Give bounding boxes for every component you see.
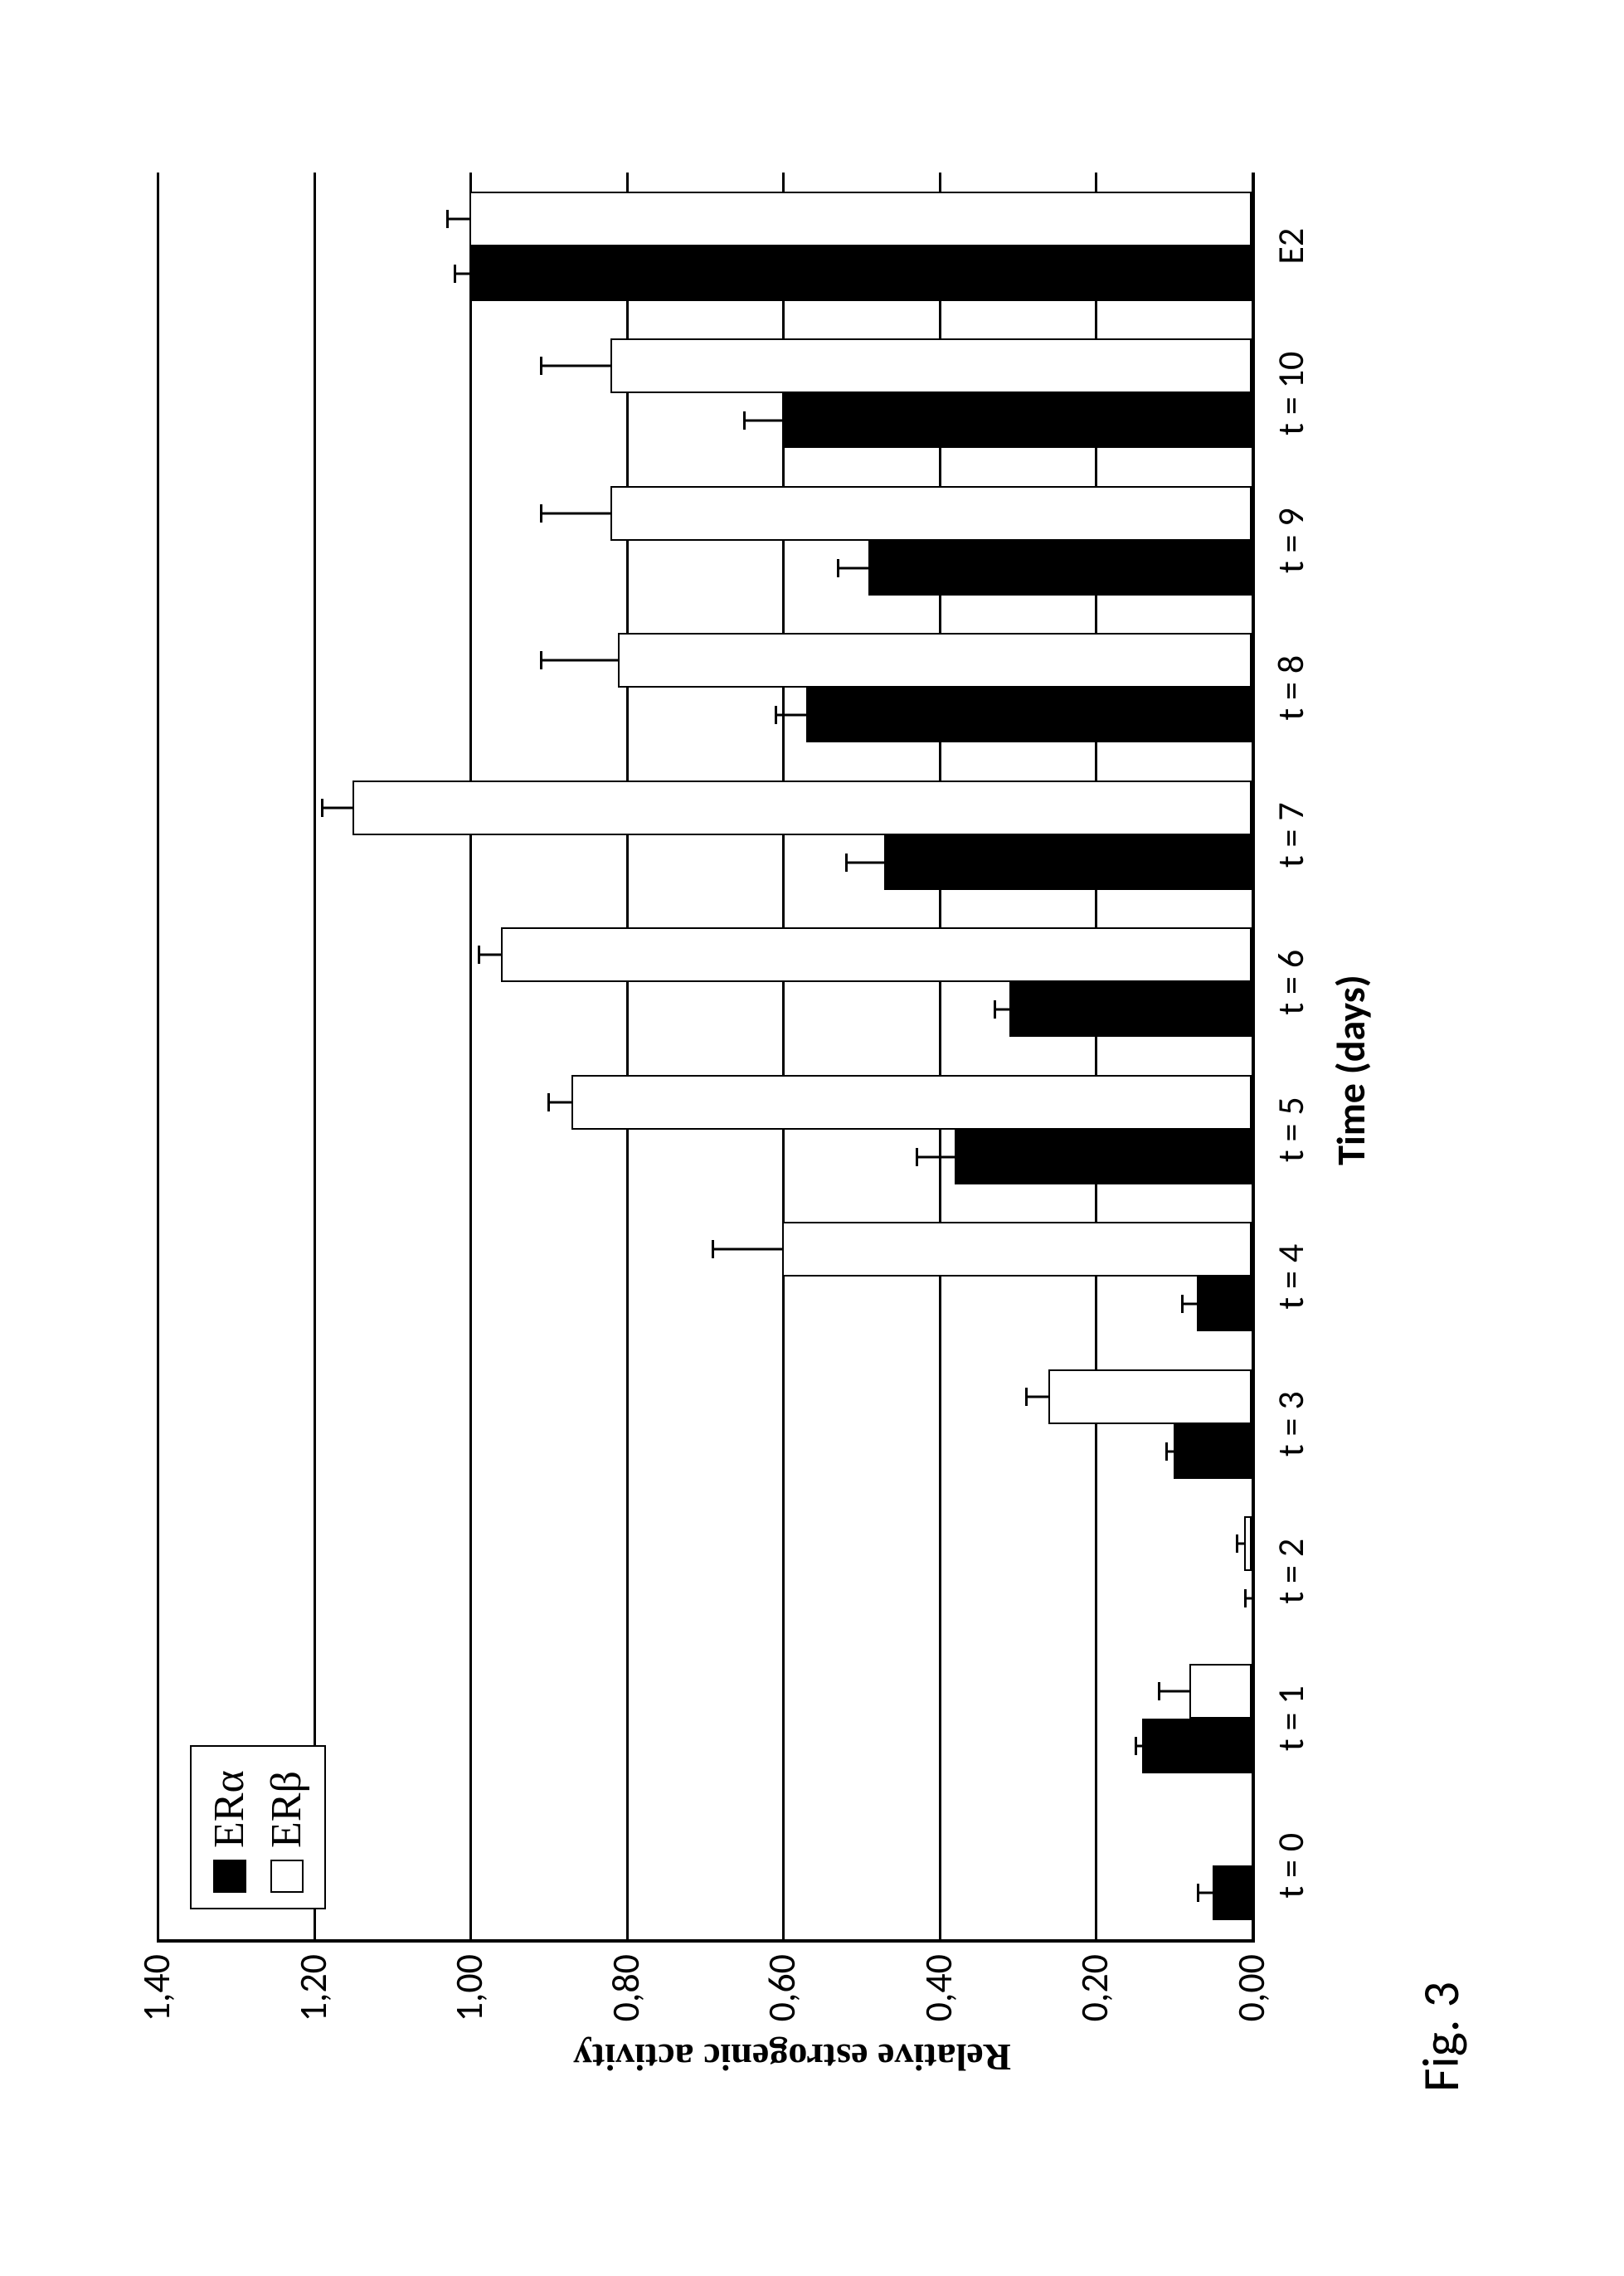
error-bar bbox=[916, 1155, 955, 1158]
legend-swatch bbox=[213, 1860, 246, 1893]
error-bar-cap bbox=[478, 946, 480, 964]
y-tick-label: 0,40 bbox=[916, 1954, 962, 2021]
error-bar-cap bbox=[1244, 1589, 1247, 1607]
bar bbox=[868, 541, 1252, 596]
bar bbox=[469, 246, 1252, 301]
x-tick-label: t = 0 bbox=[1268, 1833, 1313, 1899]
error-bar-cap bbox=[845, 854, 848, 872]
bar bbox=[353, 781, 1252, 835]
bar bbox=[610, 486, 1252, 541]
error-bar bbox=[712, 1248, 782, 1251]
error-bar-cap bbox=[540, 357, 542, 375]
gridline bbox=[314, 173, 316, 1939]
bar bbox=[618, 633, 1252, 688]
error-bar-cap bbox=[916, 1148, 918, 1166]
error-bar bbox=[547, 1101, 571, 1103]
x-tick-label: t = 4 bbox=[1268, 1244, 1313, 1310]
y-tick-label: 1,40 bbox=[134, 1954, 180, 2021]
x-tick-label: t = 10 bbox=[1268, 352, 1313, 435]
error-bar-cap bbox=[547, 1093, 550, 1111]
error-bar-cap bbox=[743, 411, 746, 430]
bar bbox=[469, 192, 1252, 246]
x-tick-label: t = 9 bbox=[1268, 508, 1313, 573]
x-tick-label: t = 6 bbox=[1268, 950, 1313, 1015]
error-bar bbox=[837, 567, 868, 569]
bar bbox=[1174, 1424, 1252, 1479]
error-bar bbox=[446, 217, 469, 220]
bar-chart: 0,00 0,20 0,40 0,60 0,80 1,00 1,20 1,40 t = 0 t =… bbox=[107, 143, 1517, 2133]
x-tick-label: t = 1 bbox=[1268, 1685, 1313, 1751]
bar bbox=[1197, 1277, 1252, 1331]
x-axis-label: Time (days) bbox=[1326, 975, 1375, 1165]
y-tick-label: 0,00 bbox=[1228, 1954, 1275, 2021]
bar bbox=[884, 835, 1252, 890]
gridline bbox=[626, 173, 629, 1939]
error-bar bbox=[1158, 1690, 1189, 1692]
figure-label: Fig. 3 bbox=[1409, 1982, 1472, 2092]
y-tick-label: 0,80 bbox=[603, 1954, 649, 2021]
error-bar-cap bbox=[540, 651, 542, 669]
plot-area: 0,000,200,400,600,801,001,201,40t = 0t =… bbox=[157, 173, 1255, 1943]
error-bar bbox=[540, 512, 610, 514]
x-tick-label: t = 2 bbox=[1268, 1539, 1313, 1604]
bar bbox=[1009, 982, 1252, 1037]
y-axis-label: Relative estrogenic activity bbox=[573, 2035, 1011, 2079]
legend-swatch bbox=[270, 1860, 304, 1893]
bar bbox=[610, 338, 1252, 393]
error-bar-cap bbox=[454, 265, 456, 283]
error-bar-cap bbox=[1135, 1737, 1137, 1755]
error-bar bbox=[478, 954, 501, 956]
y-tick-label: 0,20 bbox=[1072, 1954, 1118, 2021]
bar bbox=[1189, 1664, 1252, 1719]
legend-label: ERβ bbox=[262, 1771, 311, 1848]
x-tick-label: t = 3 bbox=[1268, 1391, 1313, 1457]
x-tick-label: E2 bbox=[1268, 228, 1313, 265]
page: 0,00 0,20 0,40 0,60 0,80 1,00 1,20 1,40 t = 0 t =… bbox=[0, 0, 1624, 2276]
legend-item: ERβ bbox=[262, 1770, 311, 1893]
error-bar-cap bbox=[1181, 1295, 1184, 1313]
rotated-canvas: 0,00 0,20 0,40 0,60 0,80 1,00 1,20 1,40 t = 0 t =… bbox=[107, 143, 1517, 2133]
error-bar-cap bbox=[540, 504, 542, 523]
bar bbox=[571, 1075, 1252, 1130]
error-bar-cap bbox=[1165, 1442, 1168, 1461]
x-tick-label: t = 7 bbox=[1268, 802, 1313, 868]
error-bar bbox=[775, 714, 806, 717]
gridline bbox=[469, 173, 472, 1939]
y-tick-label: 0,60 bbox=[759, 1954, 805, 2021]
error-bar-cap bbox=[446, 210, 449, 228]
error-bar-cap bbox=[1025, 1388, 1028, 1406]
error-bar-cap bbox=[1158, 1682, 1160, 1700]
error-bar bbox=[845, 861, 884, 863]
legend: ERαERβ bbox=[190, 1745, 326, 1909]
error-bar-cap bbox=[712, 1240, 714, 1258]
gridline bbox=[157, 173, 159, 1939]
legend-item: ERα bbox=[205, 1770, 254, 1893]
error-bar-cap bbox=[1236, 1534, 1238, 1553]
bar bbox=[501, 927, 1252, 982]
x-tick-label: t = 5 bbox=[1268, 1097, 1313, 1162]
x-tick-label: t = 8 bbox=[1268, 655, 1313, 721]
error-bar-cap bbox=[775, 706, 777, 724]
bar bbox=[1244, 1516, 1252, 1571]
error-bar bbox=[743, 420, 782, 422]
error-bar-cap bbox=[1197, 1884, 1199, 1902]
error-bar bbox=[540, 365, 610, 367]
y-tick-label: 1,00 bbox=[446, 1954, 493, 2021]
error-bar bbox=[321, 806, 353, 809]
bar bbox=[782, 1222, 1252, 1277]
bar bbox=[782, 393, 1252, 448]
error-bar bbox=[540, 659, 618, 662]
error-bar-cap bbox=[837, 559, 839, 577]
bar bbox=[806, 688, 1252, 742]
bar bbox=[1142, 1719, 1252, 1773]
bar bbox=[1213, 1865, 1252, 1920]
error-bar-cap bbox=[321, 799, 323, 817]
y-tick-label: 1,20 bbox=[290, 1954, 337, 2021]
error-bar bbox=[1025, 1395, 1048, 1398]
bar bbox=[1048, 1369, 1252, 1424]
bar bbox=[955, 1130, 1252, 1184]
error-bar-cap bbox=[994, 1000, 996, 1019]
legend-label: ERα bbox=[205, 1770, 254, 1848]
